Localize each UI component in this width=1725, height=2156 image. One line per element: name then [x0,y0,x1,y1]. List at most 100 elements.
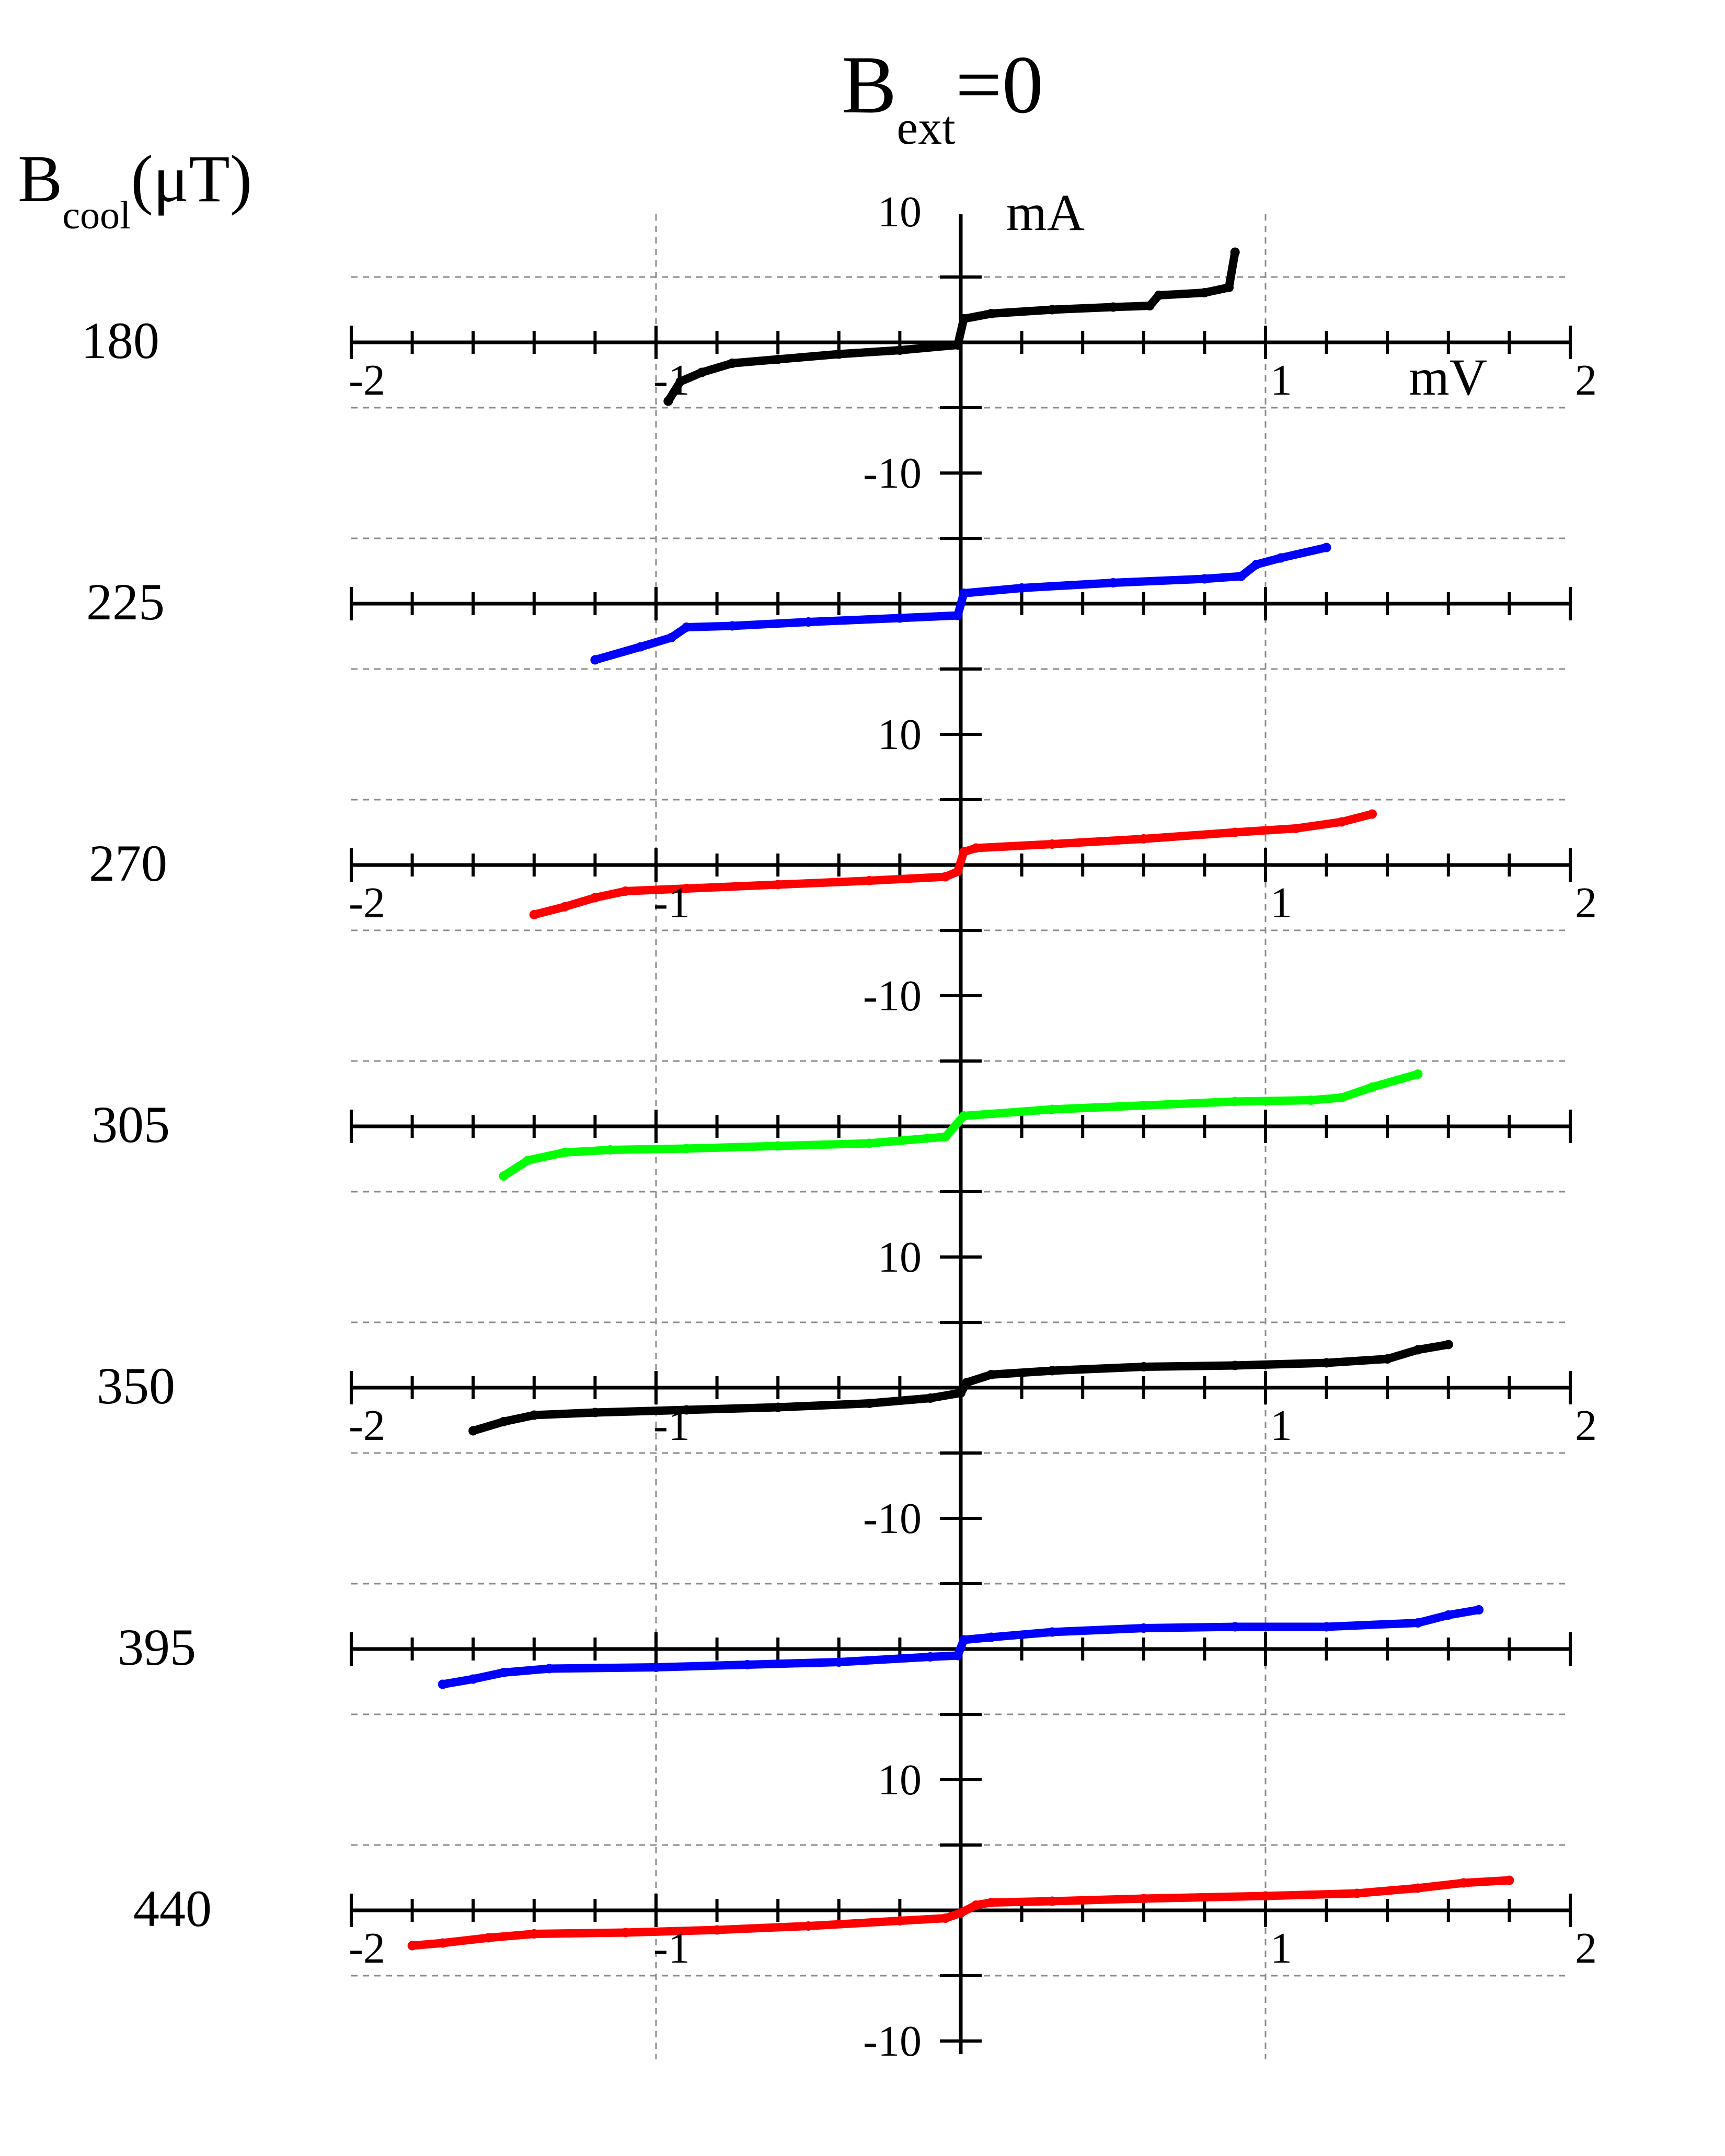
row-label-305: 305 [91,1096,170,1154]
series-point [1154,291,1164,300]
series-point [956,1908,965,1918]
x-tick-label: -1 [653,1401,690,1450]
x-tick-label: 1 [1270,1401,1292,1450]
series-point [742,1660,752,1669]
series-point [620,1928,630,1938]
series-point [959,314,969,324]
series-point [1200,288,1210,297]
series-point [773,1141,783,1151]
series-point [1443,1610,1453,1620]
series-point [468,1426,478,1436]
series-point [1230,1622,1240,1632]
series-curve-350 [469,1340,1453,1435]
series-point [1321,1358,1331,1368]
y-tick-label: 10 [878,1233,922,1282]
series-point [1306,1096,1316,1105]
row-label-header-main: B [18,142,62,216]
series-point [953,340,963,350]
series-point [407,1941,417,1951]
series-point [773,1402,783,1412]
series-point [1108,578,1118,587]
series-point [1443,1340,1453,1350]
series-point [1458,1878,1468,1888]
axes [350,214,1572,2054]
series-point [529,1410,539,1420]
series-point [590,893,600,903]
row-label-header: Bcool(μT) [18,142,252,237]
series-point [1108,302,1118,312]
series-point [925,1652,935,1662]
row-label-395: 395 [118,1618,196,1676]
row-label-header-sub: cool [62,193,131,237]
series-point [1224,283,1234,292]
series-point [1230,247,1240,257]
series-point [895,1916,905,1926]
series-point [1047,839,1057,849]
series-point [986,309,996,318]
series-point [651,1663,661,1672]
series-point [636,642,646,652]
x-tick-label: -2 [349,356,385,405]
row-label-header-suffix: (μT) [131,142,252,216]
row-label-225: 225 [86,573,165,631]
row-label-350: 350 [97,1357,175,1415]
series-point [1230,827,1240,837]
series-point [959,1111,969,1121]
x-tick-label: -2 [349,1401,385,1450]
series-point [986,1898,996,1907]
series-point [529,910,539,919]
series-curve-180 [664,248,1239,406]
series-point [865,1399,875,1408]
series-point [895,345,905,355]
series-point [1337,817,1347,827]
series-point [1321,543,1331,552]
series-point [438,1938,447,1948]
series-curve-395 [438,1606,1484,1689]
series-point [438,1679,447,1689]
series-point [1367,1082,1377,1092]
row-label-180: 180 [81,312,159,370]
series-point [953,867,963,877]
series-point [1413,1618,1423,1628]
series-point [1047,1627,1057,1637]
series-curve-305 [499,1070,1422,1180]
series-point [529,1929,539,1939]
labels-layer: -2 -1 1 2 -2 -1 1 2 -2 -1 1 2 -2 -1 1 2 10 -10 10 -10 10 -10 1… [81,188,1597,2066]
y-tick-label: 10 [878,188,922,236]
series-point [1047,1366,1057,1376]
x-tick-label: 2 [1575,356,1597,405]
series-point [727,359,737,368]
series-point [1047,1104,1057,1114]
series-point [1504,1875,1514,1885]
series-point [803,617,813,627]
series-point [773,880,783,890]
x-tick-label: -1 [653,1924,690,1973]
x-tick-label: -2 [349,879,385,927]
series-point [1138,834,1148,844]
series-point [1352,1888,1362,1898]
series-point [1138,1362,1148,1371]
series-point [953,1651,963,1661]
series-point [1138,1894,1148,1904]
series-point [1145,301,1155,310]
series-point [971,843,981,853]
series-point [925,1393,935,1403]
series-point [834,349,844,359]
x-tick-label: -1 [653,879,690,927]
chart-title-suffix: =0 [956,39,1043,131]
series-point [959,1635,969,1645]
row-label-440: 440 [133,1880,212,1938]
series-point [1047,305,1057,315]
series-point [682,884,692,893]
series-point [865,1138,875,1148]
series-point [484,1933,493,1943]
series-point [1413,1883,1423,1893]
y-tick-label: 10 [878,1756,922,1804]
series-point [1251,560,1261,569]
x-tick-label: 2 [1575,1401,1597,1450]
series-point [666,633,676,642]
series-point [1383,1354,1393,1364]
series-point [1291,824,1301,833]
series-point [986,1370,996,1379]
